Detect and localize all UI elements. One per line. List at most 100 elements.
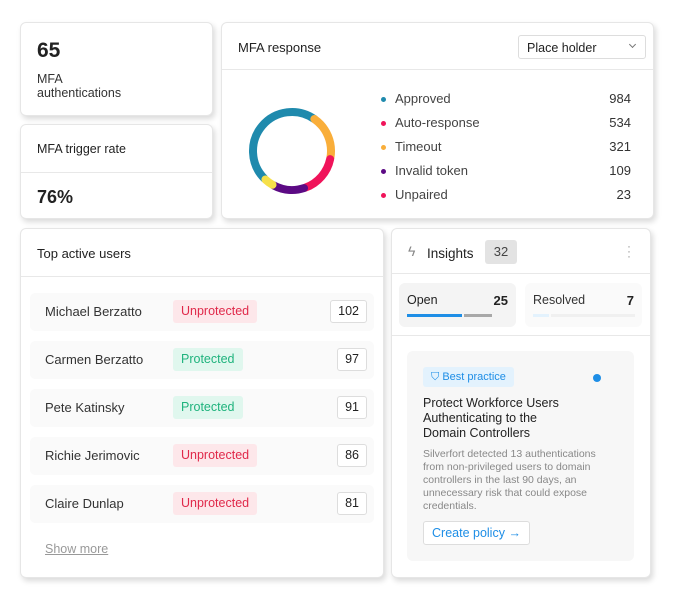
mfa-donut-chart	[249, 108, 335, 194]
chevron-down-icon	[628, 40, 637, 49]
open-progress-rest	[464, 314, 492, 317]
auth-count: 91	[337, 396, 367, 419]
user-row[interactable]: Carmen Berzatto Protected 97	[30, 341, 374, 379]
legend-label: Timeout	[395, 139, 442, 154]
create-policy-button[interactable]: Create policy →	[423, 521, 530, 545]
open-label: Open	[407, 293, 438, 307]
trigger-rate-value: 76%	[37, 187, 74, 207]
auth-label-line: MFA	[37, 72, 63, 86]
user-name: Michael Berzatto	[45, 304, 142, 319]
shield-icon: ⛉	[431, 371, 440, 383]
mfa-response-card: MFA response Place holder	[221, 22, 654, 219]
donut-segment-unpaired	[261, 175, 277, 189]
card-title: MFA trigger rate	[37, 142, 126, 156]
user-name: Carmen Berzatto	[45, 352, 144, 367]
title-line: Authenticating to the	[423, 411, 537, 425]
more-options-icon[interactable]: · · ·	[627, 239, 631, 263]
legend-label: Invalid token	[395, 163, 468, 178]
arrow-right-icon: →	[508, 526, 521, 540]
divider	[392, 273, 650, 274]
best-practice-tag: ⛉ Best practice	[423, 367, 514, 387]
status-badge: Protected	[173, 348, 243, 371]
title-line: Domain Controllers	[423, 426, 530, 440]
legend-label: Auto-response	[395, 115, 480, 130]
mfa-trigger-rate-card: MFA trigger rate 76%	[20, 124, 213, 219]
user-name: Richie Jerimovic	[45, 448, 140, 463]
insight-title: Protect Workforce Users Authenticating t…	[423, 396, 559, 441]
status-badge: Protected	[173, 396, 243, 419]
user-row[interactable]: Pete Katinsky Protected 91	[30, 389, 374, 427]
lightning-icon: ϟ	[408, 243, 416, 259]
status-badge: Unprotected	[173, 492, 258, 515]
title-line: Protect Workforce Users	[423, 396, 559, 410]
user-row[interactable]: Richie Jerimovic Unprotected 86	[30, 437, 374, 475]
legend-item: Timeout 321	[381, 139, 631, 157]
card-title: Insights	[427, 246, 474, 261]
legend-item: Approved 984	[381, 91, 631, 109]
tag-label: Best practice	[442, 371, 506, 383]
auth-count: 86	[337, 444, 367, 467]
desc-line: controllers in the last 90 days, an	[423, 474, 577, 486]
divider	[21, 276, 383, 277]
legend-item: Unpaired 23	[381, 187, 631, 205]
resolved-progress	[533, 314, 549, 317]
show-more-link[interactable]: Show more	[45, 542, 109, 556]
period-select[interactable]: Place holder	[518, 35, 646, 59]
open-tab[interactable]: Open 25	[399, 283, 516, 327]
open-progress	[407, 314, 462, 317]
legend-value: 23	[616, 187, 631, 202]
auth-count: 97	[337, 348, 367, 371]
button-label: Create policy	[432, 526, 505, 540]
desc-line: Silverfort detected 13 authentications	[423, 448, 596, 460]
user-name: Claire Dunlap	[45, 496, 124, 511]
insights-card: ϟ Insights 32 · · · Open 25 Resolved 7 ⛉ B…	[391, 228, 651, 578]
legend-dot	[381, 97, 386, 102]
card-title: MFA response	[238, 40, 322, 55]
resolved-value: 7	[626, 293, 634, 308]
top-active-users-card: Top active users Michael Berzatto Unprote…	[20, 228, 384, 578]
legend-value: 321	[609, 139, 631, 154]
legend-value: 984	[609, 91, 631, 106]
legend-dot	[381, 121, 386, 126]
divider	[222, 69, 653, 70]
resolved-tab[interactable]: Resolved 7	[525, 283, 642, 327]
insight-card[interactable]: ⛉ Best practice Protect Workforce Users …	[407, 351, 634, 561]
user-row[interactable]: Claire Dunlap Unprotected 81	[30, 485, 374, 523]
desc-line: unnecessary risk that could expose	[423, 487, 588, 499]
mfa-authentications-card: 65 MFA authentications	[20, 22, 213, 116]
status-badge: Unprotected	[173, 300, 258, 323]
resolved-label: Resolved	[533, 293, 586, 307]
legend-dot	[381, 193, 386, 198]
auth-count: 81	[337, 492, 367, 515]
resolved-progress-rest	[551, 314, 635, 317]
card-title: Top active users	[37, 246, 131, 261]
legend-item: Auto-response 534	[381, 115, 631, 133]
user-name: Pete Katinsky	[45, 400, 125, 415]
legend-value: 109	[609, 163, 631, 178]
divider	[392, 335, 650, 336]
legend-dot	[381, 145, 386, 150]
user-row[interactable]: Michael Berzatto Unprotected 102	[30, 293, 374, 331]
donut-segment-invalid	[269, 181, 309, 194]
insight-description: Silverfort detected 13 authentications f…	[423, 448, 596, 513]
status-badge: Unprotected	[173, 444, 258, 467]
divider	[21, 172, 212, 173]
select-value: Place holder	[527, 41, 597, 55]
desc-line: credentials.	[423, 500, 477, 512]
unread-dot	[593, 374, 601, 382]
legend-dot	[381, 169, 386, 174]
donut-segment-approved	[249, 108, 319, 183]
auth-count: 65	[37, 39, 61, 62]
legend-label: Approved	[395, 91, 451, 106]
donut-segment-timeout	[310, 115, 335, 162]
donut-segment-auto	[301, 155, 335, 192]
auth-label: MFA authentications	[37, 72, 121, 100]
open-value: 25	[493, 293, 508, 308]
desc-line: from non-privileged users to domain	[423, 461, 591, 473]
insights-count-badge: 32	[485, 240, 517, 264]
legend-value: 534	[609, 115, 631, 130]
auth-count: 102	[330, 300, 367, 323]
auth-label-line: authentications	[37, 86, 122, 100]
legend-item: Invalid token 109	[381, 163, 631, 181]
legend-label: Unpaired	[395, 187, 448, 202]
